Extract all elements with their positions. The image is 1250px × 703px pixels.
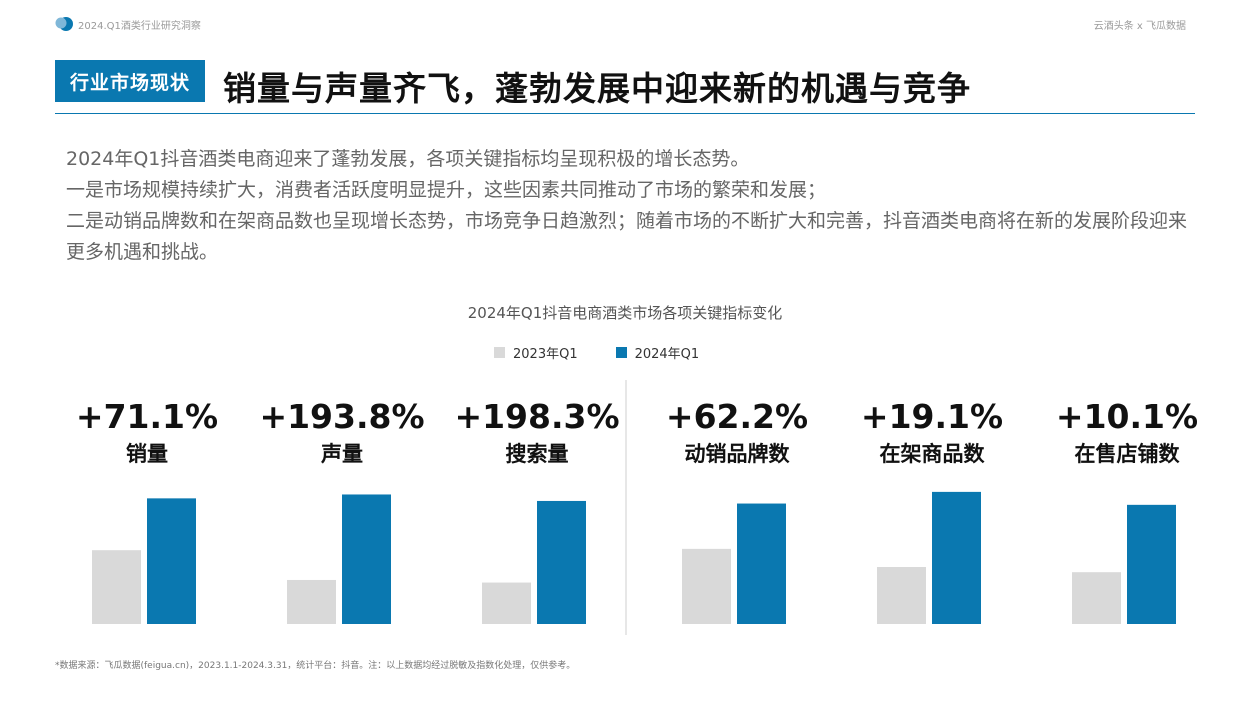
- intro-text: 2024年Q1抖音酒类电商迎来了蓬勃发展，各项关键指标均呈现积极的增长态势。 一…: [66, 144, 1201, 268]
- category-label: 搜索量: [506, 442, 569, 466]
- bar-2024: [737, 503, 786, 624]
- top-bar: 2024.Q1酒类行业研究洞察 云酒头条 x 飞瓜数据: [0, 0, 1250, 46]
- bar-2024: [932, 491, 981, 624]
- bar-2023: [1072, 572, 1121, 624]
- title-divider: [55, 113, 1195, 114]
- category-label: 在架商品数: [880, 442, 986, 466]
- bar-2024: [537, 500, 586, 624]
- growth-label: +198.3%: [454, 397, 619, 436]
- bar-chart: +71.1% 销量 +193.8% 声量 +198.3% 搜索量 +62.2% 动销品牌数 +1…: [76, 380, 1198, 635]
- bar-2023: [877, 567, 926, 624]
- bar-2023: [682, 548, 731, 624]
- chart-title: 2024年Q1抖音电商酒类市场各项关键指标变化: [467, 304, 783, 322]
- bar-2024: [147, 498, 196, 624]
- bar-2024: [342, 494, 391, 624]
- category-label: 动销品牌数: [685, 442, 791, 466]
- legend-swatch-2023: [494, 347, 505, 358]
- category-label: 在售店铺数: [1075, 442, 1181, 466]
- bar-2024: [1127, 504, 1176, 624]
- report-title: 2024.Q1酒类行业研究洞察: [78, 21, 201, 32]
- growth-label: +10.1%: [1056, 397, 1198, 436]
- growth-label: +193.8%: [259, 397, 424, 436]
- growth-label: +62.2%: [666, 397, 808, 436]
- growth-label: +19.1%: [861, 397, 1003, 436]
- legend-item-2023: 2023年Q1: [494, 343, 578, 362]
- intro-line-1: 2024年Q1抖音酒类电商迎来了蓬勃发展，各项关键指标均呈现积极的增长态势。: [66, 148, 750, 170]
- legend-item-2024: 2024年Q1: [615, 343, 700, 362]
- intro-line-2: 一是市场规模持续扩大，消费者活跃度明显提升，这些因素共同推动了市场的繁荣和发展；: [66, 179, 827, 201]
- bar-2023: [92, 550, 141, 624]
- bar-2023: [482, 582, 531, 624]
- legend-swatch-2024: [615, 347, 627, 358]
- category-label: 声量: [320, 442, 363, 466]
- growth-label: +71.1%: [76, 397, 218, 436]
- section-badge: 行业市场现状: [55, 60, 205, 102]
- chart-legend: 2023年Q1 2024年Q1: [494, 343, 737, 362]
- category-label: 销量: [126, 442, 168, 466]
- legend-label-2024: 2024年Q1: [634, 347, 700, 362]
- page-headline: 销量与声量齐飞，蓬勃发展中迎来新的机遇与竞争: [223, 69, 971, 108]
- bubble-logo-icon: [55, 17, 73, 31]
- footnote: *数据来源：飞瓜数据(feigua.cn)，2023.1.1-2024.3.31…: [55, 661, 576, 671]
- legend-label-2023: 2023年Q1: [513, 347, 578, 362]
- bar-2023: [287, 579, 336, 624]
- intro-line-3: 二是动销品牌数和在架商品数也呈现增长态势，市场竞争日趋激烈；随着市场的不断扩大和…: [66, 210, 1188, 263]
- source-brand: 云酒头条 x 飞瓜数据: [1093, 21, 1186, 32]
